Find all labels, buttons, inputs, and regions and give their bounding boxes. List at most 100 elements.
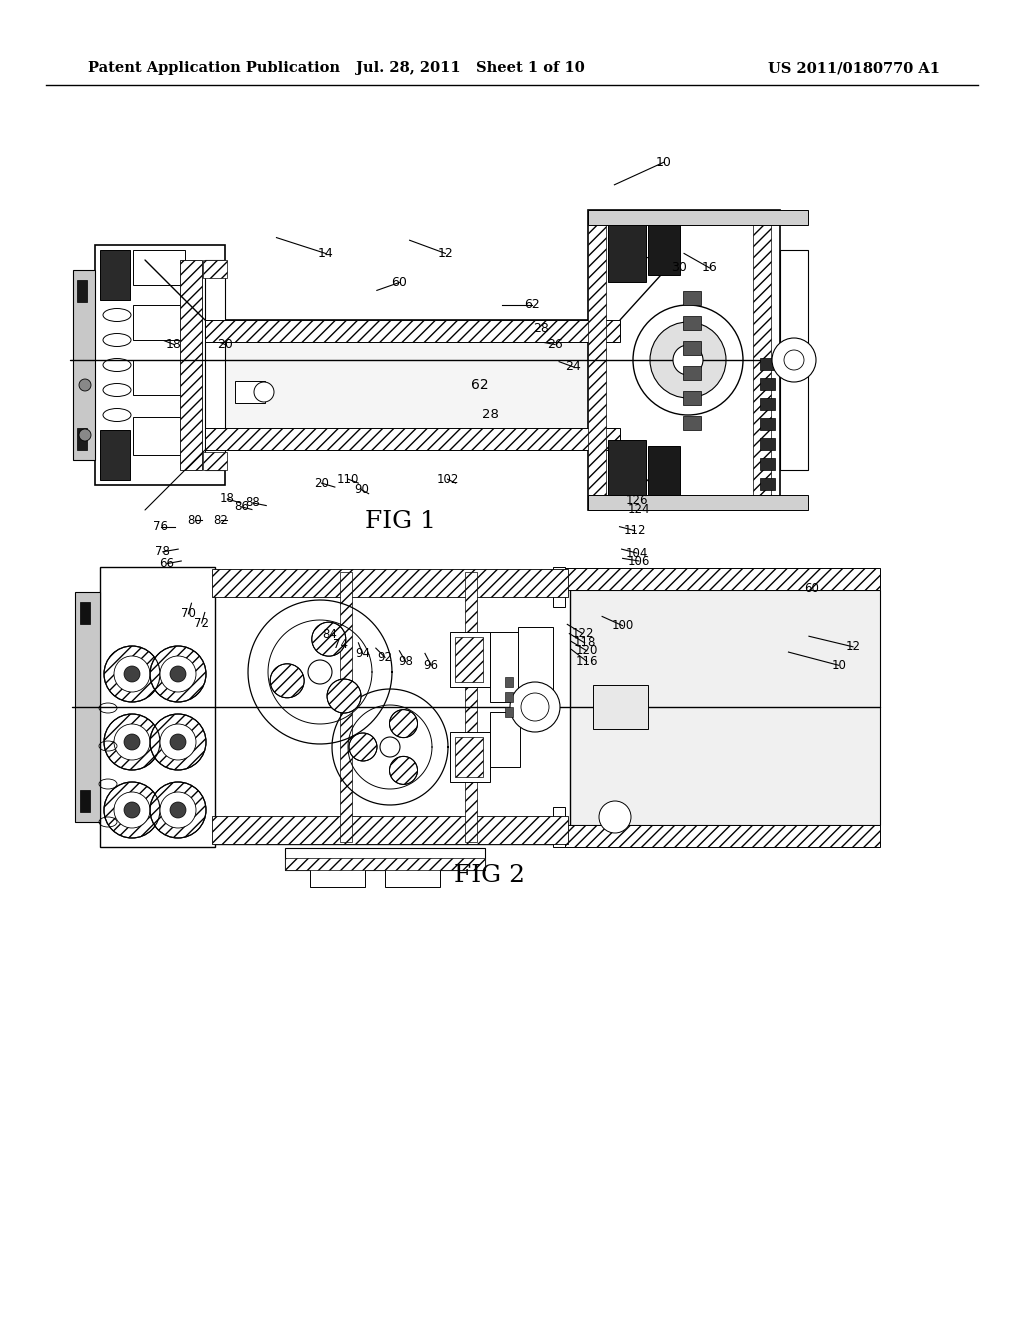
- Bar: [310, 867, 365, 887]
- Bar: [588, 210, 808, 224]
- Bar: [565, 825, 880, 847]
- Bar: [75, 591, 100, 822]
- Bar: [450, 733, 490, 781]
- Bar: [683, 315, 701, 330]
- Circle shape: [389, 710, 418, 738]
- Circle shape: [311, 622, 346, 656]
- Text: 10: 10: [831, 659, 846, 672]
- Text: 88: 88: [246, 496, 260, 510]
- Bar: [683, 391, 701, 405]
- Text: 70: 70: [181, 607, 196, 620]
- Bar: [80, 602, 90, 624]
- Text: 84: 84: [323, 628, 337, 642]
- Bar: [760, 378, 775, 389]
- Bar: [683, 366, 701, 380]
- Bar: [505, 708, 513, 717]
- Text: 60: 60: [805, 582, 819, 595]
- Text: 30: 30: [671, 261, 687, 275]
- Circle shape: [124, 667, 140, 682]
- Text: 98: 98: [398, 655, 413, 668]
- Circle shape: [124, 734, 140, 750]
- Bar: [455, 737, 483, 777]
- Circle shape: [521, 693, 549, 721]
- Circle shape: [79, 429, 91, 441]
- Bar: [490, 632, 520, 702]
- Bar: [593, 685, 648, 729]
- Bar: [760, 418, 775, 430]
- Text: 118: 118: [573, 636, 596, 649]
- Bar: [565, 568, 880, 590]
- Bar: [608, 220, 646, 282]
- Bar: [553, 807, 565, 847]
- Text: 124: 124: [628, 503, 650, 516]
- Text: 28: 28: [532, 322, 549, 335]
- Text: 62: 62: [524, 298, 541, 312]
- Circle shape: [327, 678, 361, 713]
- Circle shape: [510, 682, 560, 733]
- Text: 20: 20: [314, 477, 329, 490]
- Text: 76: 76: [154, 520, 168, 533]
- Text: 104: 104: [626, 546, 648, 560]
- Text: 16: 16: [701, 261, 718, 275]
- Bar: [73, 271, 95, 459]
- Bar: [100, 430, 130, 480]
- Bar: [760, 399, 775, 411]
- Bar: [588, 210, 780, 510]
- Bar: [100, 249, 130, 300]
- Text: Jul. 28, 2011   Sheet 1 of 10: Jul. 28, 2011 Sheet 1 of 10: [355, 61, 585, 75]
- Bar: [465, 572, 477, 842]
- Bar: [648, 446, 680, 498]
- Bar: [760, 358, 775, 370]
- Bar: [450, 632, 490, 686]
- Bar: [648, 223, 680, 275]
- Text: 94: 94: [355, 647, 370, 660]
- Bar: [760, 458, 775, 470]
- Text: 82: 82: [214, 513, 228, 527]
- Text: US 2011/0180770 A1: US 2011/0180770 A1: [768, 61, 940, 75]
- Text: 28: 28: [481, 408, 499, 421]
- Text: 106: 106: [628, 554, 650, 568]
- Circle shape: [633, 305, 743, 414]
- Text: FIG 2: FIG 2: [455, 863, 525, 887]
- Circle shape: [170, 734, 186, 750]
- Text: FIG 1: FIG 1: [365, 511, 435, 533]
- Text: 24: 24: [565, 360, 582, 374]
- Bar: [565, 590, 880, 825]
- Bar: [760, 438, 775, 450]
- Bar: [455, 638, 483, 682]
- Text: 66: 66: [160, 557, 174, 570]
- Text: 110: 110: [337, 473, 359, 486]
- Text: 26: 26: [547, 338, 563, 351]
- Bar: [203, 451, 227, 470]
- Bar: [203, 260, 227, 279]
- Circle shape: [114, 656, 150, 692]
- Text: 112: 112: [624, 524, 646, 537]
- Circle shape: [772, 338, 816, 381]
- Bar: [340, 572, 352, 842]
- Bar: [205, 428, 620, 450]
- Bar: [780, 249, 808, 470]
- Circle shape: [349, 733, 377, 762]
- Bar: [753, 220, 771, 500]
- Text: 126: 126: [626, 494, 648, 507]
- Bar: [588, 495, 808, 510]
- Text: 14: 14: [317, 247, 334, 260]
- Bar: [385, 867, 440, 887]
- Circle shape: [170, 667, 186, 682]
- Circle shape: [308, 660, 332, 684]
- Bar: [80, 789, 90, 812]
- Text: 80: 80: [187, 513, 202, 527]
- Bar: [608, 440, 646, 502]
- Text: Patent Application Publication: Patent Application Publication: [88, 61, 340, 75]
- Bar: [95, 246, 225, 484]
- Bar: [285, 847, 485, 870]
- Text: 102: 102: [436, 473, 459, 486]
- Bar: [683, 341, 701, 355]
- Circle shape: [650, 322, 726, 399]
- Text: 60: 60: [391, 276, 408, 289]
- Text: 18: 18: [220, 492, 234, 506]
- Circle shape: [150, 645, 206, 702]
- Bar: [77, 280, 87, 302]
- Bar: [505, 677, 513, 686]
- Text: 100: 100: [611, 619, 634, 632]
